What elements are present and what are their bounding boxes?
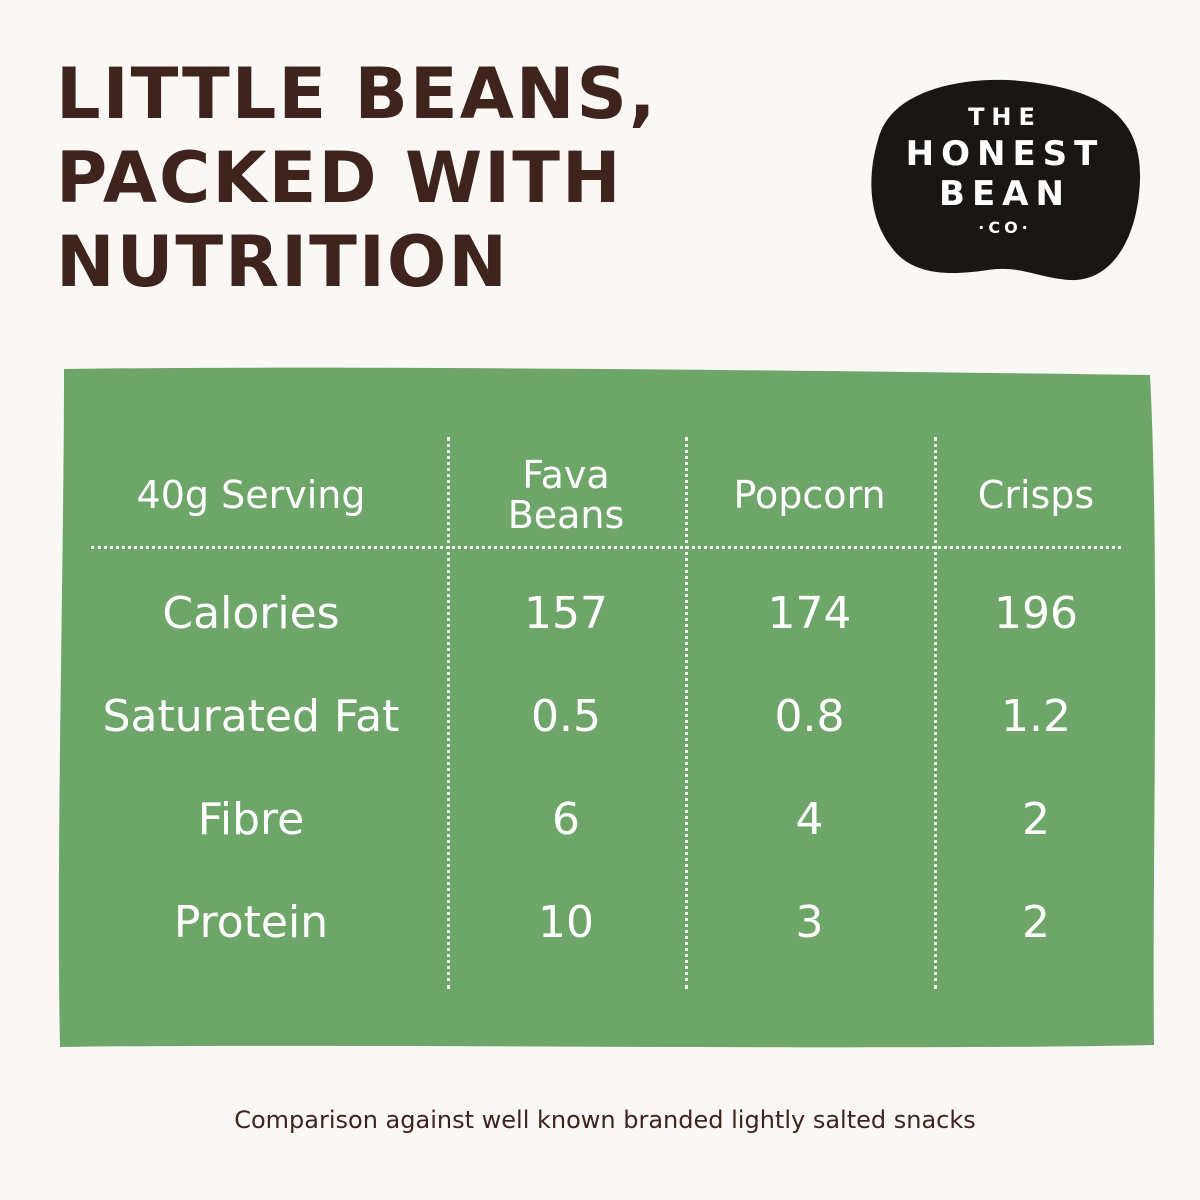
header-popcorn: Popcorn bbox=[733, 473, 886, 517]
logo-wordmark: THE HONEST BEAN ·CO· bbox=[860, 100, 1150, 242]
fibre-fava-beans: 6 bbox=[552, 793, 580, 845]
calories-crisps: 196 bbox=[994, 587, 1078, 639]
logo-text-honest: HONEST bbox=[905, 134, 1105, 174]
row-label-fibre: Fibre bbox=[197, 793, 305, 845]
row-label-calories: Calories bbox=[162, 587, 340, 639]
comparison-footnote: Comparison against well known branded li… bbox=[234, 1106, 976, 1134]
header-fava-beans: Fava Beans bbox=[507, 453, 625, 537]
headline: LITTLE BEANS, PACKED WITH NUTRITION bbox=[56, 52, 776, 304]
calories-fava-beans: 157 bbox=[524, 587, 608, 639]
column-divider bbox=[447, 437, 450, 989]
fibre-popcorn: 4 bbox=[795, 793, 824, 845]
header-serving: 40g Serving bbox=[136, 473, 366, 517]
header-divider bbox=[91, 546, 1121, 549]
logo-blob-shape bbox=[871, 79, 1141, 281]
logo-text-bean: BEAN bbox=[939, 174, 1071, 214]
logo-text-the: THE bbox=[968, 103, 1042, 131]
nutrition-comparison-table: 40g Serving Fava Beans Popcorn Crisps Ca… bbox=[56, 365, 1158, 1050]
calories-popcorn: 174 bbox=[767, 587, 852, 639]
saturated-fat-fava-beans: 0.5 bbox=[531, 690, 601, 742]
column-divider bbox=[685, 437, 688, 989]
row-label-saturated-fat: Saturated Fat bbox=[102, 690, 400, 742]
column-divider bbox=[934, 437, 937, 989]
headline-line-2: PACKED WITH bbox=[56, 137, 623, 219]
saturated-fat-crisps: 1.2 bbox=[1001, 690, 1071, 742]
saturated-fat-popcorn: 0.8 bbox=[774, 690, 845, 742]
logo-text-co: ·CO· bbox=[978, 218, 1032, 237]
protein-popcorn: 3 bbox=[795, 896, 824, 948]
protein-fava-beans: 10 bbox=[538, 896, 594, 948]
brand-logo: THE HONEST BEAN ·CO· bbox=[860, 70, 1141, 285]
row-label-protein: Protein bbox=[173, 896, 329, 948]
protein-crisps: 2 bbox=[1022, 896, 1050, 948]
headline-line-1: LITTLE BEANS, bbox=[56, 53, 658, 135]
fibre-crisps: 2 bbox=[1022, 793, 1050, 845]
table-background bbox=[58, 367, 1156, 1048]
headline-line-3: NUTRITION bbox=[56, 221, 510, 303]
header-crisps: Crisps bbox=[977, 473, 1095, 517]
